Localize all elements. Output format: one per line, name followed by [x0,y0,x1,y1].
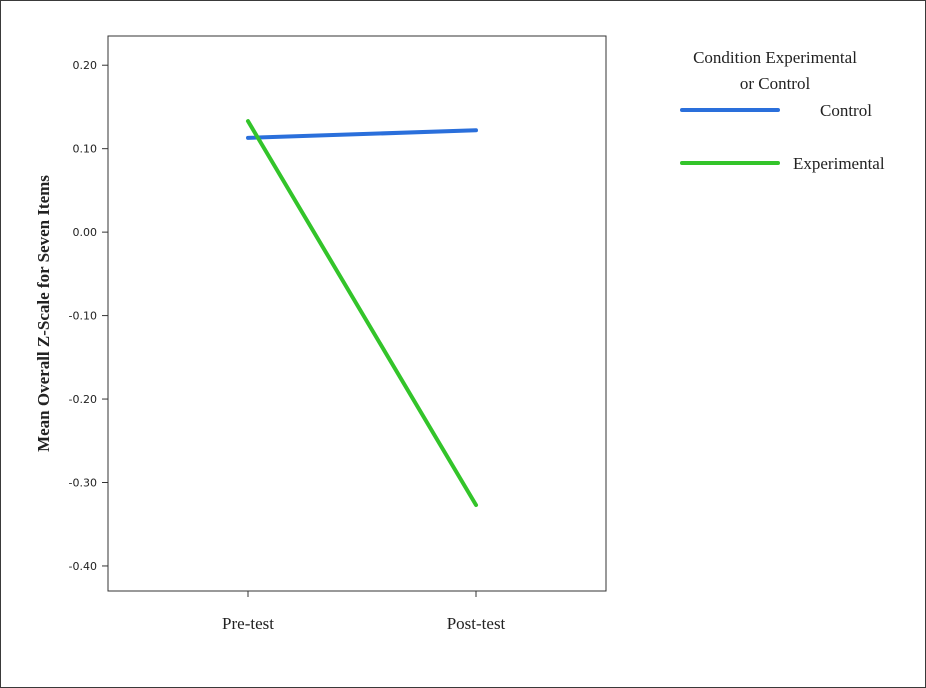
y-axis: 0.20 0.10 0.00 -0.10 -0.20 -0.30 -0.40 [69,59,108,573]
legend-label-control: Control [820,101,872,120]
legend-label-experimental: Experimental [793,154,885,173]
legend-title: or Control [740,74,811,93]
legend: Condition Experimental or Control Control E… [680,48,885,173]
x-axis: Pre-test Post-test [222,591,506,633]
plot-area [107,35,607,592]
x-tick-label: Pre-test [222,614,274,633]
series-line-experimental [246,119,478,508]
y-tick-label: 0.10 [73,143,98,156]
legend-title: Condition Experimental [693,48,857,67]
series-lines [246,119,478,508]
y-axis-title: Mean Overall Z-Scale for Seven Items [34,175,53,452]
y-tick-label: -0.40 [69,560,97,573]
y-tick-label: 0.20 [73,59,98,72]
y-tick-label: -0.20 [69,393,97,406]
y-tick-label: -0.30 [69,477,97,490]
x-tick-label: Post-test [447,614,506,633]
y-tick-label: -0.10 [69,310,97,323]
series-line-control [246,128,478,140]
y-tick-label: 0.00 [73,226,98,239]
